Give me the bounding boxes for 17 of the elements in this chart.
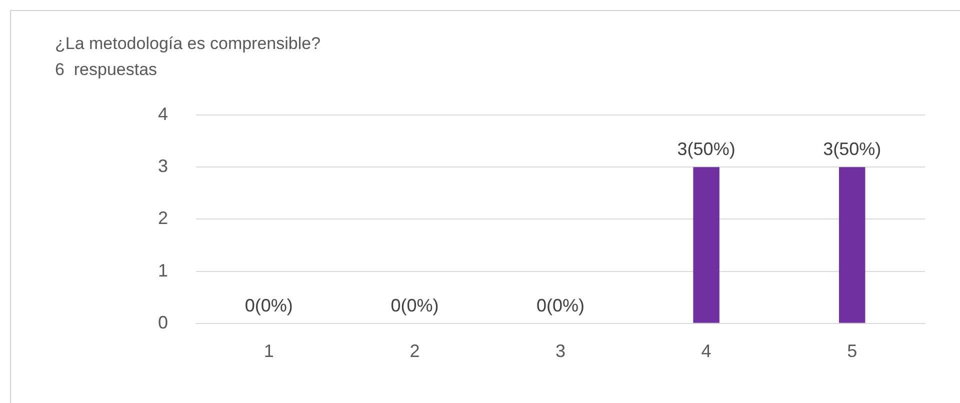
x-tick-label: 2 [410,341,420,362]
data-label: 0(0%) [536,295,585,316]
y-tick-label: 4 [158,104,168,124]
data-label: 0(0%) [244,295,293,316]
y-tick-label: 2 [158,208,168,228]
data-label: 3(50%) [823,139,882,160]
y-tick-label: 1 [158,260,168,280]
data-label: 0(0%) [390,295,439,316]
x-tick-label: 4 [701,341,712,362]
x-tick-label: 5 [847,341,858,362]
y-tick-label: 0 [158,312,168,332]
data-label: 3(50%) [677,139,736,160]
x-tick-label: 3 [556,341,566,362]
chart-subtitle: 6 respuestas [55,60,158,80]
x-tick-label: 1 [264,341,274,362]
chart-title: ¿La metodología es comprensible? [55,34,321,54]
y-tick-label: 3 [158,156,168,176]
